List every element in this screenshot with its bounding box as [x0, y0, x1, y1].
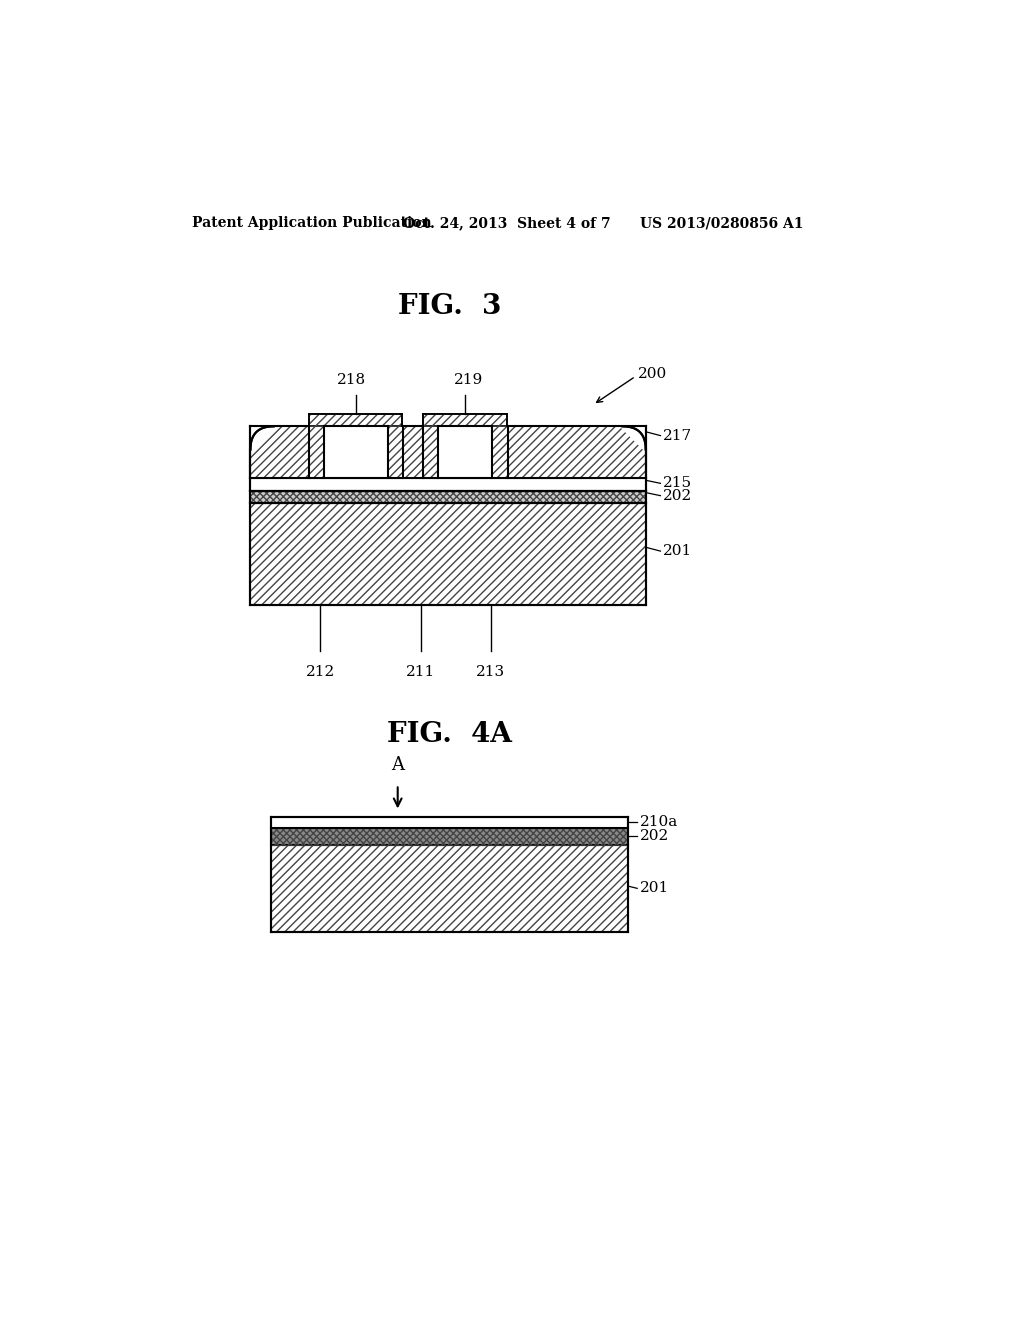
- Text: 219: 219: [455, 374, 483, 387]
- Text: 213: 213: [476, 665, 505, 678]
- Polygon shape: [438, 426, 493, 478]
- Text: 210a: 210a: [640, 816, 678, 829]
- Polygon shape: [324, 426, 388, 478]
- Polygon shape: [423, 426, 438, 478]
- Text: Patent Application Publication: Patent Application Publication: [191, 216, 431, 230]
- Polygon shape: [309, 414, 402, 426]
- Text: 201: 201: [663, 544, 692, 558]
- Text: 218: 218: [338, 374, 367, 387]
- Polygon shape: [271, 845, 628, 932]
- Polygon shape: [618, 425, 646, 453]
- Text: 215: 215: [663, 477, 692, 490]
- Text: 202: 202: [640, 829, 669, 843]
- Text: 211: 211: [407, 665, 435, 678]
- Text: 200: 200: [638, 367, 668, 381]
- Polygon shape: [308, 426, 324, 478]
- Polygon shape: [388, 426, 403, 478]
- Polygon shape: [271, 817, 628, 829]
- Polygon shape: [493, 426, 508, 478]
- Polygon shape: [494, 426, 646, 478]
- Text: 217: 217: [663, 429, 692, 442]
- Polygon shape: [271, 829, 628, 845]
- Text: Oct. 24, 2013  Sheet 4 of 7: Oct. 24, 2013 Sheet 4 of 7: [403, 216, 610, 230]
- Polygon shape: [251, 478, 646, 491]
- Polygon shape: [250, 425, 278, 453]
- Polygon shape: [423, 414, 507, 426]
- Polygon shape: [251, 503, 646, 605]
- Text: FIG.  4A: FIG. 4A: [387, 721, 512, 747]
- Polygon shape: [388, 426, 438, 478]
- Text: FIG.  3: FIG. 3: [398, 293, 502, 321]
- Text: 212: 212: [305, 665, 335, 678]
- Text: 202: 202: [663, 488, 692, 503]
- Polygon shape: [251, 426, 323, 478]
- Text: 201: 201: [640, 882, 669, 895]
- Polygon shape: [251, 491, 646, 503]
- Text: US 2013/0280856 A1: US 2013/0280856 A1: [640, 216, 803, 230]
- Text: A: A: [391, 756, 404, 775]
